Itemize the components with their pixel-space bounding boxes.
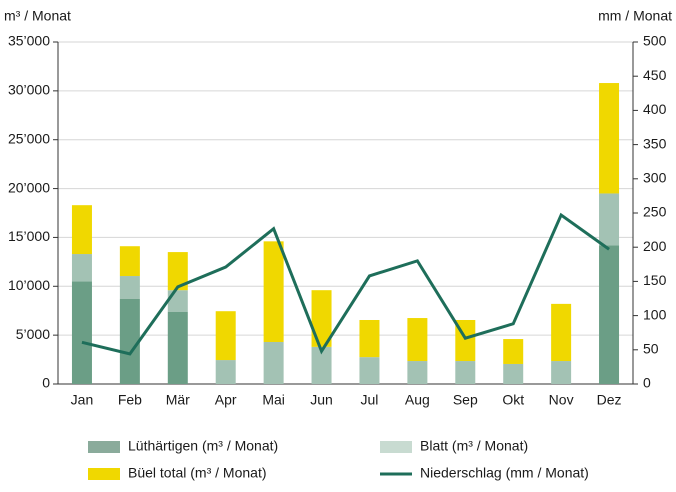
y-tick-label: 10’000 — [8, 277, 50, 293]
x-tick-label: Aug — [405, 392, 430, 408]
legend-swatch — [88, 441, 120, 453]
y2-tick-label: 450 — [643, 67, 667, 83]
legend-label: Lüthärtigen (m³ / Monat) — [128, 438, 278, 454]
bar-segment — [263, 241, 284, 342]
y2-axis-title: mm / Monat — [598, 8, 672, 24]
legend-label: Blatt (m³ / Monat) — [420, 438, 528, 454]
line-series — [81, 212, 610, 356]
bar-segment — [599, 245, 620, 384]
bar-segment — [503, 339, 524, 364]
x-tick-label: Jul — [361, 392, 379, 408]
legend-label: Niederschlag (mm / Monat) — [420, 465, 589, 481]
bar-segment — [215, 311, 236, 361]
bar-segment — [119, 276, 140, 299]
bar-segment — [503, 363, 524, 384]
y2-tick-label: 400 — [643, 101, 667, 117]
y-tick-label: 5’000 — [16, 326, 50, 342]
x-tick-label: Dez — [597, 392, 622, 408]
bar-segment — [215, 360, 236, 384]
bar-segment — [71, 254, 92, 282]
x-tick-label: Jun — [310, 392, 333, 408]
y-tick-label: 0 — [42, 375, 50, 391]
bar-segment — [599, 83, 620, 194]
x-tick-label: Mär — [166, 392, 190, 408]
bar-segment — [167, 252, 188, 291]
bar-segment — [311, 346, 332, 384]
y-tick-label: 15’000 — [8, 228, 50, 244]
y2-tick-label: 100 — [643, 306, 667, 322]
y2-tick-label: 200 — [643, 238, 667, 254]
y2-tick-label: 50 — [643, 341, 659, 357]
x-tick-label: Nov — [549, 392, 574, 408]
y2-tick-label: 0 — [643, 375, 651, 391]
bar-segment — [599, 193, 620, 246]
bar-segment — [551, 361, 572, 384]
bar-segment — [167, 311, 188, 384]
x-tick-label: Mai — [262, 392, 285, 408]
x-tick-label: Apr — [215, 392, 237, 408]
legend-label: Büel total (m³ / Monat) — [128, 465, 267, 481]
y2-tick-label: 300 — [643, 170, 667, 186]
x-tick-label: Jan — [71, 392, 94, 408]
bar-segment — [263, 341, 284, 384]
bar-segment — [551, 303, 572, 362]
y2-tick-label: 150 — [643, 272, 667, 288]
y-axis-title: m³ / Monat — [4, 8, 71, 24]
bar-segment — [167, 290, 188, 312]
y-tick-label: 25’000 — [8, 130, 50, 146]
bar-segment — [407, 318, 428, 362]
y-tick-label: 20’000 — [8, 179, 50, 195]
bar-segment — [71, 205, 92, 255]
y-tick-label: 35’000 — [8, 33, 50, 49]
bar-segment — [119, 298, 140, 384]
bar-segment — [407, 361, 428, 384]
bar-segment — [119, 246, 140, 277]
y-tick-label: 30’000 — [8, 82, 50, 98]
x-tick-label: Okt — [502, 392, 524, 408]
bar-segment — [359, 357, 380, 384]
y2-tick-label: 350 — [643, 135, 667, 151]
bar-segment — [311, 290, 332, 347]
legend-swatch — [88, 468, 120, 480]
x-tick-label: Sep — [453, 392, 478, 408]
legend-swatch — [380, 441, 412, 453]
x-tick-label: Feb — [118, 392, 142, 408]
y2-tick-label: 250 — [643, 204, 667, 220]
bar-segment — [71, 281, 92, 384]
y2-tick-label: 500 — [643, 33, 667, 49]
bar-segment — [359, 319, 380, 358]
bar-segment — [455, 361, 476, 384]
